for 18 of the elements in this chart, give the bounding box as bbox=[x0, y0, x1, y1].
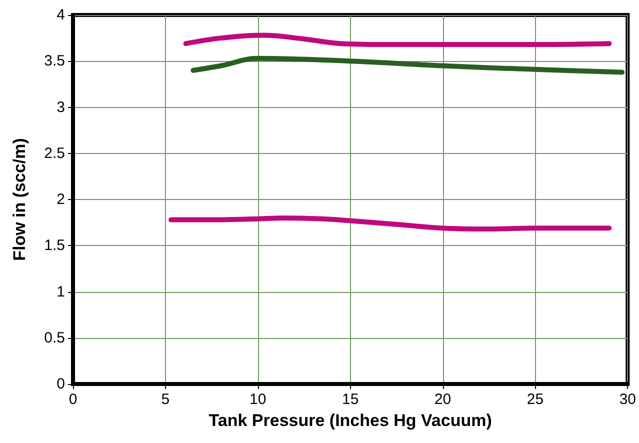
y-tick-label: 1.5 bbox=[44, 237, 65, 254]
x-axis-title: Tank Pressure (Inches Hg Vacuum) bbox=[208, 410, 492, 430]
y-tick-label: 3.5 bbox=[44, 52, 65, 70]
x-tick-label: 25 bbox=[526, 391, 544, 408]
y-tick-label: 1 bbox=[56, 283, 65, 300]
y-axis-title: Flow in (scc/m) bbox=[10, 138, 29, 261]
x-tick-label: 30 bbox=[619, 391, 636, 408]
y-tick-label: 2 bbox=[56, 191, 65, 208]
x-tick-label: 20 bbox=[434, 391, 452, 408]
x-tick-label: 15 bbox=[342, 391, 359, 408]
y-tick-label: 3 bbox=[56, 98, 65, 116]
x-tick-label: 10 bbox=[250, 391, 266, 408]
x-tick-label: 0 bbox=[68, 391, 78, 408]
y-tick-label: 4 bbox=[56, 6, 65, 24]
y-tick-label: 2.5 bbox=[44, 144, 65, 162]
y-tick-label: 0.5 bbox=[44, 329, 65, 346]
y-tick-label: 0 bbox=[56, 376, 65, 392]
x-tick-label: 5 bbox=[161, 391, 170, 408]
